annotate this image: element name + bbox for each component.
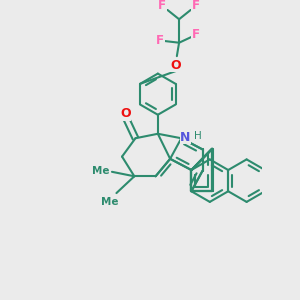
Text: F: F — [156, 34, 164, 47]
Text: Me: Me — [92, 166, 110, 176]
Text: O: O — [170, 58, 181, 72]
Text: N: N — [180, 130, 190, 144]
Text: H: H — [194, 131, 201, 142]
Text: O: O — [120, 107, 131, 120]
Text: Me: Me — [101, 196, 118, 207]
Text: F: F — [192, 28, 200, 41]
Text: F: F — [158, 0, 166, 12]
Text: F: F — [192, 0, 200, 12]
